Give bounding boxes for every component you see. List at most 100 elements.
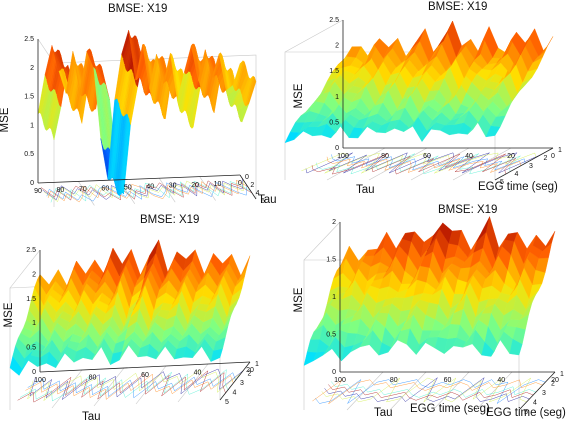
y-tick-label: 2 — [551, 381, 555, 388]
x-tick-label: 40 — [465, 153, 473, 160]
x-axis-line — [37, 174, 241, 184]
floor-contour — [324, 376, 530, 402]
surface-panel-1: 00.511.522.590 80 70 60 50 40 30 20 10 00246BMSE:… — [0, 3, 277, 207]
x-tick-label: 30 — [169, 183, 177, 190]
floor-contour — [50, 180, 251, 203]
x-axis-line — [39, 361, 251, 373]
z-axis-label: MSE — [293, 83, 305, 108]
x-tick-label: 100 — [334, 377, 346, 384]
x-axis-label: EGG time (seg) — [410, 403, 490, 415]
floor-contour — [321, 377, 531, 403]
floor-gridline — [432, 371, 470, 411]
x-tick-label: 20 — [507, 153, 515, 160]
x-tick-label: 0 — [238, 180, 242, 187]
y-tick-label: 1 — [560, 371, 564, 378]
y-axis-line — [219, 361, 251, 401]
y-tick-label: 5 — [500, 179, 504, 186]
floor-contour — [47, 179, 248, 203]
z-axis-label: MSE — [3, 302, 15, 327]
z-tick-label: 0.5 — [26, 345, 36, 352]
x-axis-label: EGG time (seg) — [478, 181, 558, 193]
z-tick-label: 0 — [332, 369, 336, 376]
x-tick-label: 70 — [79, 186, 87, 193]
z-tick-label: 2 — [335, 43, 339, 50]
y-tick-label: 2 — [248, 371, 252, 378]
x-tick-label: 20 — [551, 377, 559, 384]
z-tick-label: 0 — [32, 369, 36, 376]
floor-gridline — [410, 147, 470, 181]
y-axis-line — [494, 147, 554, 181]
z-tick-label: 0 — [335, 145, 339, 152]
y-tick-label: 2 — [544, 155, 548, 162]
surface-mesh — [284, 20, 554, 144]
surface-mesh — [37, 29, 257, 197]
floor-gridline — [199, 176, 216, 201]
x-tick-label: 0 — [551, 153, 555, 160]
y-tick-label: 4 — [233, 390, 237, 397]
floor-gridline — [326, 147, 386, 181]
surface-patch — [542, 230, 556, 252]
floor-contour — [326, 156, 522, 174]
floor-contour — [328, 384, 534, 401]
z-tick-label: 0 — [30, 180, 34, 187]
floor-gridline — [368, 147, 428, 181]
floor-contour — [315, 379, 546, 404]
x-tick-label: 10 — [214, 181, 222, 188]
x-tick-label: 40 — [194, 370, 202, 377]
y-axis-line — [239, 174, 257, 200]
z-tick-label: 1 — [332, 294, 336, 301]
z-tick-label: 1 — [32, 320, 36, 327]
axis-box-top — [284, 19, 344, 53]
chart-title: BMSE: X19 — [108, 3, 167, 15]
x-tick-label: 40 — [146, 184, 154, 191]
y-tick-label: 3 — [529, 163, 533, 170]
y-tick-label: 0 — [245, 174, 249, 181]
y-axis-label: Tau — [374, 407, 393, 419]
x-tick-label: 60 — [444, 377, 452, 384]
floor-contour — [40, 180, 253, 201]
z-tick-label: 0.5 — [326, 332, 336, 339]
surface-patch — [237, 255, 251, 281]
z-tick-label: 1 — [30, 122, 34, 129]
floor-contour — [316, 153, 521, 175]
x-tick-label: 50 — [124, 184, 132, 191]
floor-contour — [17, 370, 226, 403]
y-tick-label: 4 — [533, 400, 537, 407]
z-tick-label: 2 — [32, 271, 36, 278]
y-tick-label: 2 — [250, 182, 254, 189]
axis-box-top — [303, 221, 341, 261]
y-tick-label: 3 — [240, 380, 244, 387]
x-tick-label: 60 — [141, 372, 149, 379]
x-tick-label: 80 — [89, 375, 97, 382]
y-axis-label: Tau — [356, 184, 375, 196]
y-tick-label: 1 — [255, 361, 259, 368]
z-tick-label: 2.5 — [329, 17, 339, 24]
floor-contour — [19, 369, 229, 402]
z-tick-label: 2.5 — [24, 36, 34, 43]
surface-patch — [232, 61, 242, 91]
surface-mesh — [303, 216, 556, 366]
z-tick-label: 1.5 — [329, 68, 339, 75]
chart-title: BMSE: X19 — [438, 204, 497, 216]
x-tick-label: 60 — [423, 153, 431, 160]
surface-patch — [284, 131, 300, 144]
floor-gridline — [389, 371, 427, 411]
x-axis-label: EGG time (seg) — [486, 407, 566, 419]
z-tick-label: 2 — [332, 219, 336, 226]
z-tick-label: 2 — [30, 65, 34, 72]
x-tick-label: 60 — [101, 185, 109, 192]
x-tick-label: 80 — [381, 153, 389, 160]
z-tick-label: 1.5 — [24, 94, 34, 101]
y-axis-line — [518, 371, 556, 411]
z-tick-label: 1.5 — [26, 296, 36, 303]
x-tick-label: 100 — [337, 153, 349, 160]
y-tick-label: 1 — [558, 147, 562, 154]
x-tick-label: 40 — [497, 377, 505, 384]
z-tick-label: 0.5 — [329, 119, 339, 126]
surface-mesh — [9, 239, 251, 376]
floor-contour — [27, 369, 242, 402]
z-tick-label: 1 — [335, 94, 339, 101]
